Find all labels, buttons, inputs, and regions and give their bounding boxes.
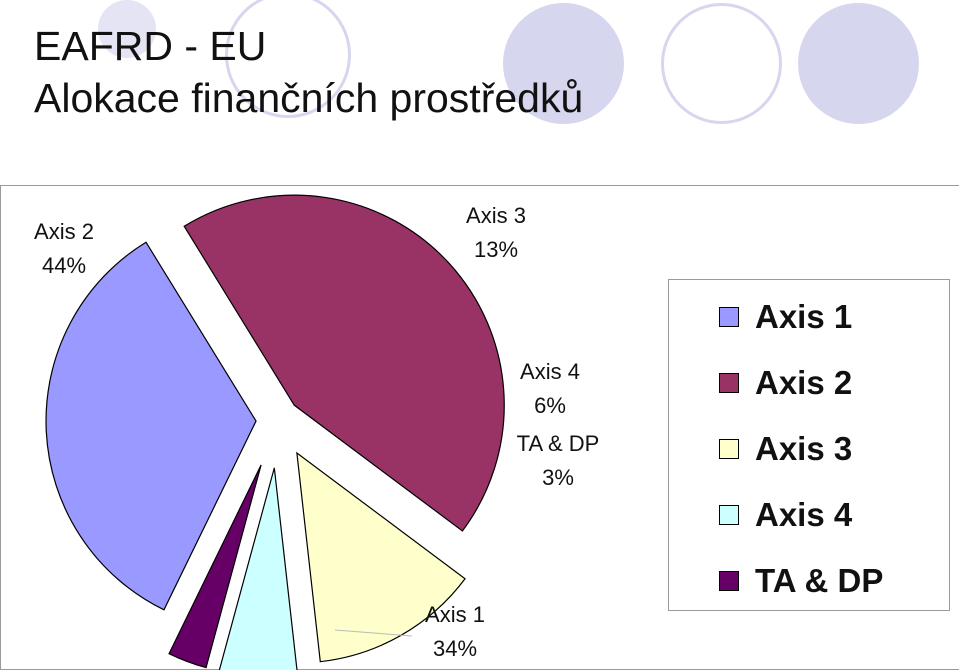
legend-label: Axis 2 bbox=[755, 364, 853, 401]
leader-line bbox=[334, 629, 413, 637]
legend-item: TA & DP bbox=[719, 561, 883, 601]
chart-legend: Axis 1 Axis 2 Axis 3 Axis 4 TA & DP bbox=[668, 279, 950, 611]
data-label-percent: 13% bbox=[473, 237, 519, 262]
legend-item: Axis 3 bbox=[719, 429, 852, 469]
data-label-percent: 34% bbox=[432, 636, 478, 661]
pie-slice-axis-4 bbox=[218, 467, 298, 670]
legend-swatch bbox=[719, 373, 739, 393]
legend-swatch bbox=[719, 307, 739, 327]
data-label: Axis 4 6% bbox=[520, 355, 580, 423]
decorative-circle bbox=[798, 3, 919, 124]
data-label-percent: 44% bbox=[41, 253, 87, 278]
data-label-name: Axis 1 bbox=[425, 602, 485, 627]
legend-item: Axis 2 bbox=[719, 363, 852, 403]
decorative-circle bbox=[225, 0, 351, 118]
legend-label: Axis 1 bbox=[755, 298, 853, 335]
pie-slice-axis-2 bbox=[183, 194, 505, 532]
legend-swatch bbox=[719, 505, 739, 525]
legend-label: Axis 4 bbox=[755, 496, 853, 533]
pie-slice-axis-1 bbox=[45, 241, 257, 611]
data-label-name: Axis 4 bbox=[520, 359, 580, 384]
legend-swatch bbox=[719, 439, 739, 459]
decorative-circle bbox=[503, 3, 624, 124]
data-label-name: Axis 3 bbox=[466, 203, 526, 228]
decorative-circle bbox=[98, 0, 156, 58]
legend-item: Axis 4 bbox=[719, 495, 852, 535]
pie-slice-ta-dp bbox=[168, 464, 262, 669]
data-label: TA & DP 3% bbox=[517, 427, 600, 495]
data-label-percent: 6% bbox=[534, 393, 566, 418]
data-label: Axis 1 34% bbox=[425, 598, 485, 666]
legend-item: Axis 1 bbox=[719, 297, 852, 337]
data-label-name: Axis 2 bbox=[34, 219, 94, 244]
legend-swatch bbox=[719, 571, 739, 591]
data-label: Axis 3 13% bbox=[466, 199, 526, 267]
decorative-circle bbox=[661, 3, 782, 124]
data-label-percent: 3% bbox=[542, 465, 574, 490]
legend-label: Axis 3 bbox=[755, 430, 853, 467]
data-label-name: TA & DP bbox=[516, 431, 600, 456]
data-label: Axis 2 44% bbox=[34, 215, 94, 283]
page-subtitle: Alokace finančních prostředků bbox=[34, 75, 584, 121]
legend-label: TA & DP bbox=[755, 562, 884, 599]
page-title: EAFRD - EU bbox=[34, 23, 267, 69]
